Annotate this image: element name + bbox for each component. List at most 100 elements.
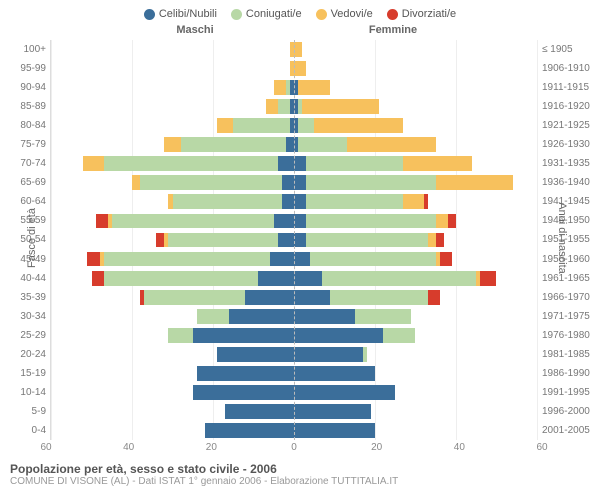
bar-segment <box>286 137 294 152</box>
stacked-bar <box>205 423 294 438</box>
bar-segment <box>424 194 428 209</box>
bar-segment <box>480 271 496 286</box>
male-half <box>51 364 294 383</box>
male-half <box>51 269 294 288</box>
stacked-bar <box>294 404 371 419</box>
x-tick: 40 <box>454 442 465 453</box>
birth-label: 1986-1990 <box>542 364 600 383</box>
age-label: 55-59 <box>0 211 46 230</box>
stacked-bar <box>294 347 367 362</box>
bar-segment <box>168 328 192 343</box>
male-half <box>51 97 294 116</box>
legend-label: Coniugati/e <box>246 8 302 20</box>
legend-dot <box>144 9 155 20</box>
age-label: 100+ <box>0 40 46 59</box>
stacked-bar <box>294 385 395 400</box>
x-tick: 20 <box>206 442 217 453</box>
stacked-bar <box>294 175 513 190</box>
stacked-bar <box>294 328 416 343</box>
bar-segment <box>383 328 415 343</box>
stacked-bar <box>92 271 295 286</box>
male-half <box>51 59 294 78</box>
stacked-bar <box>217 347 294 362</box>
age-label: 95-99 <box>0 59 46 78</box>
bar-segment <box>294 404 371 419</box>
bar-segment <box>294 385 395 400</box>
bar-segment <box>168 233 277 248</box>
bar-segment <box>428 233 436 248</box>
bar-segment <box>294 214 306 229</box>
birth-label: 1911-1915 <box>542 78 600 97</box>
male-half <box>51 288 294 307</box>
x-axis: 6040200204060 <box>0 442 600 456</box>
age-label: 15-19 <box>0 364 46 383</box>
stacked-bar <box>132 175 294 190</box>
birth-label: 1996-2000 <box>542 402 600 421</box>
bar-segment <box>282 175 294 190</box>
age-label: 45-49 <box>0 250 46 269</box>
male-half <box>51 192 294 211</box>
female-half <box>294 326 537 345</box>
bar-segment <box>217 347 294 362</box>
stacked-bar <box>294 99 379 114</box>
birth-label: 1936-1940 <box>542 173 600 192</box>
gender-headers: Maschi Femmine <box>0 24 600 36</box>
age-label: 85-89 <box>0 97 46 116</box>
birth-label: 1961-1965 <box>542 269 600 288</box>
male-half <box>51 154 294 173</box>
bar-segment <box>294 366 375 381</box>
birth-label: 1981-1985 <box>542 345 600 364</box>
stacked-bar <box>294 290 440 305</box>
legend-dot <box>387 9 398 20</box>
age-label: 20-24 <box>0 345 46 364</box>
bar-segment <box>294 252 310 267</box>
stacked-bar <box>294 366 375 381</box>
female-half <box>294 154 537 173</box>
male-half <box>51 116 294 135</box>
bar-segment <box>306 194 403 209</box>
bar-segment <box>274 214 294 229</box>
male-half <box>51 230 294 249</box>
age-label: 75-79 <box>0 135 46 154</box>
bar-segment <box>363 347 367 362</box>
bar-segment <box>104 271 258 286</box>
bar-segment <box>306 156 403 171</box>
stacked-bar <box>294 42 302 57</box>
stacked-bar <box>168 328 294 343</box>
female-half <box>294 116 537 135</box>
age-label: 80-84 <box>0 116 46 135</box>
bar-segment <box>140 175 282 190</box>
stacked-bar <box>96 214 294 229</box>
bar-segment <box>233 118 290 133</box>
female-half <box>294 383 537 402</box>
female-half <box>294 135 537 154</box>
female-half <box>294 211 537 230</box>
male-half <box>51 307 294 326</box>
birth-label: 1956-1960 <box>542 250 600 269</box>
pyramid-chart: Fasce di età Anni di nascita 100+95-9990… <box>0 36 600 440</box>
bar-segment <box>294 156 306 171</box>
bar-segment <box>294 61 306 76</box>
female-half <box>294 269 537 288</box>
x-tick: 60 <box>536 442 547 453</box>
female-half <box>294 97 537 116</box>
female-half <box>294 192 537 211</box>
stacked-bar <box>294 80 330 95</box>
legend-item: Divorziati/e <box>387 8 456 20</box>
x-tick: 60 <box>40 442 51 453</box>
bar-segment <box>306 233 427 248</box>
bar-segment <box>448 214 456 229</box>
bar-segment <box>330 290 427 305</box>
bar-segment <box>112 214 274 229</box>
legend-dot <box>231 9 242 20</box>
age-label: 30-34 <box>0 307 46 326</box>
bar-segment <box>225 404 294 419</box>
bar-segment <box>298 118 314 133</box>
female-half <box>294 288 537 307</box>
age-label: 35-39 <box>0 288 46 307</box>
bar-segment <box>87 252 99 267</box>
bar-segment <box>314 118 403 133</box>
bar-segment <box>298 80 330 95</box>
age-label: 10-14 <box>0 383 46 402</box>
stacked-bar <box>294 423 375 438</box>
